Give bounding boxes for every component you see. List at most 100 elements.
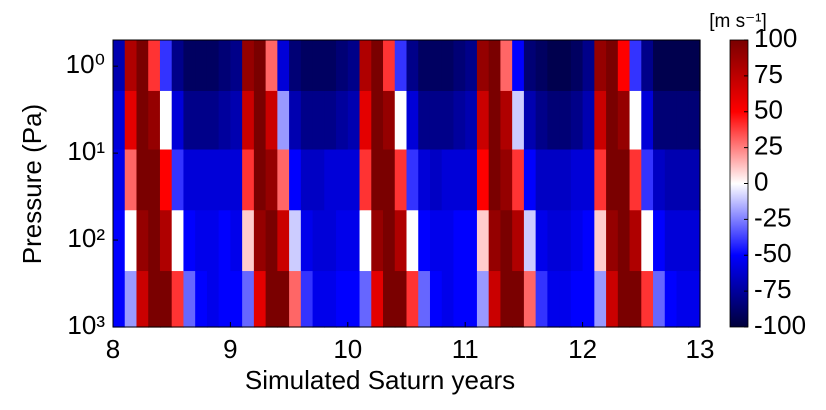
heatmap-cell: [441, 90, 455, 150]
heatmap-cell: [465, 90, 478, 150]
heatmap-cell: [547, 209, 560, 272]
heatmap-cell: [523, 148, 537, 211]
heatmap-cell: [265, 148, 278, 211]
heatmap-cell: [547, 90, 560, 150]
heatmap-cell: [629, 90, 642, 150]
heatmap-cell: [488, 148, 502, 211]
heatmap-cell: [547, 270, 560, 328]
heatmap-cell: [265, 209, 278, 272]
heatmap-cell: [559, 90, 572, 150]
heatmap-cell: [676, 40, 689, 91]
heatmap-cell: [218, 270, 231, 328]
heatmap-cell: [418, 40, 431, 91]
heatmap-cell: [277, 90, 290, 150]
heatmap-cell: [336, 209, 349, 272]
heatmap-cell: [171, 90, 185, 150]
x-tick-label: 10: [333, 334, 362, 364]
heatmap-cell: [312, 270, 325, 328]
colorbar-tick-label: 75: [754, 59, 783, 89]
heatmap-cell: [171, 148, 185, 211]
heatmap-cell: [195, 90, 208, 150]
heatmap-cell: [570, 148, 584, 211]
heatmap-cell: [371, 40, 384, 91]
heatmap-cell: [476, 40, 490, 91]
heatmap-cell: [148, 40, 161, 91]
heatmap-cell: [394, 270, 408, 328]
heatmap-cell: [253, 90, 267, 150]
heatmap-cell: [559, 209, 572, 272]
heatmap-cell: [253, 209, 267, 272]
heatmap-cell: [253, 40, 267, 91]
heatmap-cell: [653, 90, 666, 150]
heatmap-cell: [476, 209, 490, 272]
heatmap-cell: [242, 90, 255, 150]
heatmap-cell: [289, 90, 302, 150]
heatmap-cell: [124, 270, 138, 328]
heatmap-cell: [300, 148, 314, 211]
heatmap-cell: [300, 40, 314, 91]
heatmap-cell: [359, 148, 372, 211]
heatmap-cell: [453, 209, 466, 272]
heatmap-cell: [206, 209, 220, 272]
heatmap-cell: [453, 148, 466, 211]
heatmap-cell: [195, 148, 208, 211]
heatmap-cell: [347, 270, 361, 328]
heatmap-cell: [688, 209, 701, 272]
heatmap-cell: [641, 209, 654, 272]
heatmap-cell: [206, 90, 220, 150]
heatmap-cell: [653, 40, 666, 91]
heatmap-cell: [300, 90, 314, 150]
heatmap-cell: [336, 270, 349, 328]
heatmap-cell: [617, 209, 631, 272]
heatmap-cell: [218, 148, 231, 211]
heatmap-cell: [629, 148, 642, 211]
heatmap-cell: [453, 40, 466, 91]
heatmap-cell: [453, 270, 466, 328]
heatmap-cell: [429, 209, 443, 272]
heatmap-cell: [136, 90, 149, 150]
heatmap-cell: [277, 148, 290, 211]
heatmap-cell: [465, 148, 478, 211]
heatmap-cell: [277, 40, 290, 91]
heatmap-cell: [206, 270, 220, 328]
heatmap-cell: [383, 148, 396, 211]
x-axis-label: Simulated Saturn years: [245, 365, 515, 395]
heatmap-cell: [582, 148, 595, 211]
heatmap-cell: [676, 90, 689, 150]
heatmap-cell: [535, 40, 548, 91]
heatmap-cell: [336, 148, 349, 211]
heatmap-cell: [300, 209, 314, 272]
heatmap-cell: [265, 40, 278, 91]
heatmap-cell: [289, 270, 302, 328]
x-tick-label: 11: [452, 334, 479, 364]
heatmap-cell: [148, 148, 161, 211]
heatmap-cell: [500, 209, 513, 272]
heatmap-cell: [136, 209, 149, 272]
heatmap-cell: [183, 40, 196, 91]
heatmap-cell: [195, 40, 208, 91]
heatmap-cell: [606, 209, 619, 272]
heatmap-cell: [347, 40, 361, 91]
heatmap-cell: [476, 148, 490, 211]
heatmap-cell: [570, 90, 584, 150]
heatmap-cell: [289, 40, 302, 91]
heatmap-cell: [406, 90, 419, 150]
heatmap-cell: [347, 90, 361, 150]
heatmap-cell: [582, 270, 595, 328]
heatmap-cell: [547, 40, 560, 91]
heatmap-cell: [688, 148, 701, 211]
heatmap-cell: [136, 148, 149, 211]
heatmap-cell: [476, 90, 490, 150]
heatmap-cell: [523, 40, 537, 91]
heatmap-cell: [371, 270, 384, 328]
heatmap-cell: [523, 209, 537, 272]
heatmap-cell: [559, 148, 572, 211]
heatmap-cell: [606, 148, 619, 211]
heatmap-cell: [641, 270, 654, 328]
heatmap-cell: [594, 148, 607, 211]
heatmap-cell: [535, 209, 548, 272]
heatmap-cell: [113, 270, 126, 328]
heatmap-cell: [582, 40, 595, 91]
colorbar-tick-label: -100: [754, 310, 806, 340]
